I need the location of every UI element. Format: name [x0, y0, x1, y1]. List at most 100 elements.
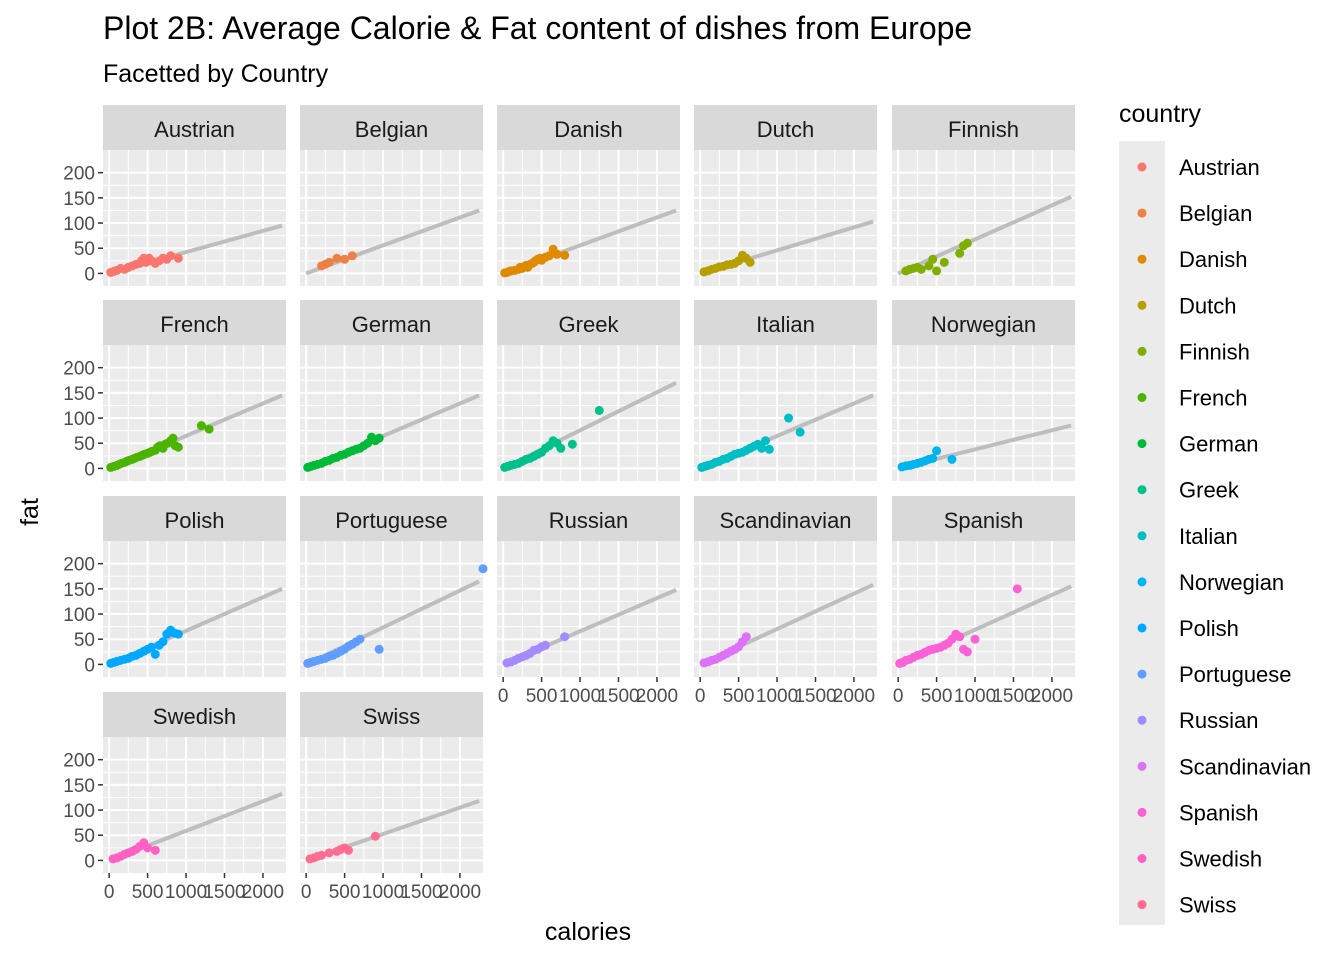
facet-strip-label: Polish: [165, 508, 225, 533]
data-point: [478, 564, 488, 574]
facet-strip-label: Greek: [559, 312, 620, 337]
facet-panel-portuguese: Portuguese: [300, 496, 488, 677]
data-point: [745, 257, 755, 267]
y-axis-label: fat: [16, 498, 44, 526]
legend-key-russian: [1137, 715, 1147, 725]
data-point: [939, 257, 949, 267]
y-tick-label: 100: [63, 214, 95, 235]
facet-strip-label: Swiss: [363, 704, 420, 729]
x-tick-label: 1000: [756, 686, 798, 707]
legend-label: Italian: [1179, 524, 1238, 549]
facet-strip: [103, 105, 286, 150]
facet-panel-dutch: Dutch: [694, 105, 877, 286]
data-point: [955, 248, 965, 258]
x-tick-label: 1000: [362, 882, 404, 903]
x-tick-label: 500: [723, 686, 755, 707]
facet-strip-label: Danish: [554, 117, 622, 142]
y-tick-label: 100: [63, 605, 95, 626]
x-tick-label: 0: [498, 686, 509, 707]
y-tick-label: 150: [63, 776, 95, 797]
data-point: [556, 443, 566, 453]
facet-panel-greek: Greek: [497, 300, 680, 481]
facet-strip: [300, 300, 483, 345]
facet-strip-label: Finnish: [948, 117, 1019, 142]
data-point: [146, 642, 156, 652]
legend-label: Norwegian: [1179, 570, 1284, 595]
data-point: [947, 454, 957, 464]
facet-strip-label: Russian: [549, 508, 628, 533]
data-point: [932, 446, 942, 456]
facet-strip: [300, 692, 483, 737]
facet-strip-label: Spanish: [944, 508, 1024, 533]
chart-title: Plot 2B: Average Calorie & Fat content o…: [103, 10, 973, 46]
data-point: [764, 444, 774, 454]
data-point: [540, 640, 550, 650]
x-tick-label: 500: [132, 882, 164, 903]
facet-panel-italian: Italian: [694, 300, 877, 481]
facet-panel-polish: Polish 0 50 100 150 200: [63, 496, 286, 677]
x-tick-label: 500: [921, 686, 953, 707]
legend-key-scandinavian: [1137, 761, 1147, 771]
y-tick-label: 150: [63, 384, 95, 405]
legend-label: Polish: [1179, 616, 1239, 641]
legend-label: Scandinavian: [1179, 754, 1311, 779]
data-point: [970, 634, 980, 644]
facet-strip-label: German: [352, 312, 431, 337]
facet-strip: [103, 496, 286, 541]
facet-strip: [892, 496, 1075, 541]
x-tick-label: 1500: [597, 686, 639, 707]
data-point: [955, 632, 965, 642]
facet-strip-label: Belgian: [355, 117, 428, 142]
legend-label: Spanish: [1179, 800, 1259, 825]
y-tick-label: 50: [74, 239, 95, 260]
facet-strip: [892, 300, 1075, 345]
x-tick-label: 1500: [992, 686, 1034, 707]
data-point: [962, 238, 972, 248]
legend-label: Swiss: [1179, 893, 1236, 918]
x-tick-label: 2000: [833, 686, 875, 707]
data-point: [347, 251, 357, 261]
x-tick-label: 0: [893, 686, 904, 707]
legend-key-danish: [1137, 254, 1147, 264]
data-point: [1012, 584, 1022, 594]
legend-label: Finnish: [1179, 339, 1250, 364]
facet-panel-german: German: [300, 300, 483, 481]
facet-strip-label: Swedish: [153, 704, 236, 729]
data-point: [340, 254, 350, 264]
data-point: [784, 413, 794, 423]
legend-key-french: [1137, 393, 1147, 402]
legend-label: German: [1179, 432, 1258, 457]
legend-key-german: [1137, 439, 1147, 449]
data-point: [343, 845, 353, 855]
legend-label: Austrian: [1179, 155, 1260, 180]
data-point: [374, 433, 384, 443]
legend-key-dutch: [1137, 300, 1147, 310]
data-point: [143, 843, 153, 853]
facet-strip-label: Dutch: [757, 117, 814, 142]
y-tick-label: 0: [84, 264, 95, 285]
data-point: [916, 264, 926, 274]
x-tick-label: 1000: [165, 882, 207, 903]
facet-strip-label: Portuguese: [335, 508, 448, 533]
data-point: [560, 250, 570, 260]
data-point: [567, 439, 577, 449]
x-tick-label: 2000: [636, 686, 678, 707]
legend-title: country: [1119, 100, 1201, 128]
data-point: [928, 453, 938, 463]
facet-panel-french: French 0 50 100 150 200: [63, 300, 286, 481]
legend-key-spanish: [1137, 807, 1147, 817]
data-point: [374, 644, 384, 654]
data-point: [757, 443, 767, 453]
facet-panel-norwegian: Norwegian: [892, 300, 1075, 481]
trend-line: [305, 208, 480, 276]
facet-strip: [694, 105, 877, 150]
data-point: [173, 253, 183, 263]
legend-label: Swedish: [1179, 847, 1262, 872]
facet-strip: [300, 496, 483, 541]
facet-strip: [103, 300, 286, 345]
legend-label: Danish: [1179, 247, 1247, 272]
data-point: [150, 649, 160, 659]
